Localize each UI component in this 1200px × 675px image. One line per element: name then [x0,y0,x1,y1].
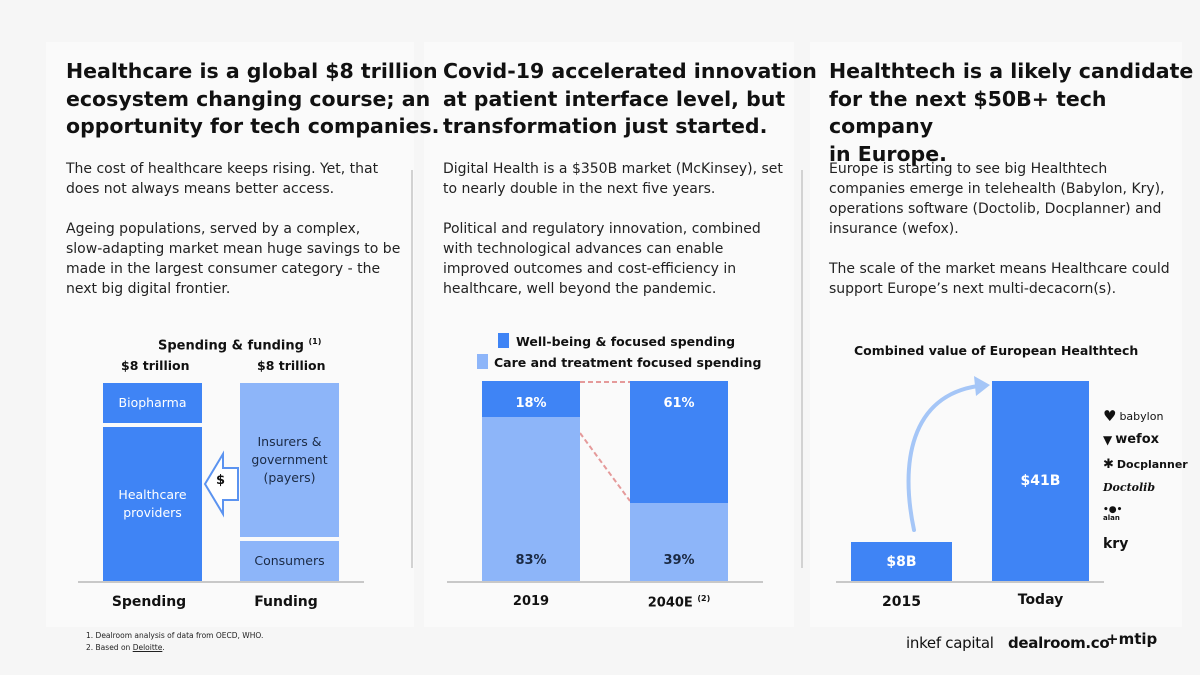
footnote-2-end: . [162,643,165,652]
category-2040e-sup: (2) [697,594,711,603]
deloitte-link[interactable]: Deloitte [132,643,163,652]
footnote-2: 2. Based on Deloitte. [86,643,165,652]
footnote-2-text: 2. Based on [86,643,133,652]
growth-arrow [906,376,990,532]
kry-name: kry [1103,536,1129,552]
money-flow-arrow [203,450,239,518]
docplanner-name: Docplanner [1116,458,1188,471]
legend-label-wellbeing: Well-being & focused spending [516,334,736,349]
funding-total-label: $8 trillion [257,358,326,373]
shield-icon: ▼ [1103,432,1113,447]
footnote-1: 1. Dealroom analysis of data from OECD, … [86,631,264,640]
column-1-heading: Healthcare is a global $8 trillion ecosy… [66,59,440,138]
column-2-paragraph-1: Digital Health is a $350B market (McKins… [443,161,783,197]
inkef-capital-logo: inkef capital [906,634,994,652]
column-2-heading: Covid-19 accelerated innovation at patie… [443,59,817,138]
column-2-paragraph-2: Political and regulatory innovation, com… [443,221,761,297]
kry-logo: kry [1103,536,1128,552]
healthcare-providers-block: Healthcare providers [103,427,202,581]
column-divider [801,170,803,568]
chart1-title: Spending & funding (1) [158,337,321,353]
babylon-name: babylon [1119,409,1164,423]
mtip-logo: +mtip [1106,630,1158,648]
spending-total-label: $8 trillion [121,358,190,373]
spending-category-label: Spending [111,594,187,610]
category-2019-text: 2019 [512,594,550,609]
care-label-2019: 83% [515,553,547,568]
wefox-logo: ▼ wefox [1103,432,1159,447]
alan-dots-icon: •●• [1103,505,1123,515]
chart1-title-text: Spending & funding [158,338,304,354]
doctolib-logo: Doctolib [1103,481,1155,494]
column-1-paragraph-2: Ageing populations, served by a complex,… [66,221,401,297]
chart2-shift-lines [580,381,630,502]
money-flow-label: $ [216,473,226,488]
doctolib-name: Doctolib [1103,481,1156,494]
chart1-title-sup: (1) [308,337,322,346]
alan-name: alan [1103,514,1120,522]
column-3-heading: Healthtech is a likely candidate for the… [829,59,1194,166]
legend-swatch-care [477,354,488,369]
category-2019-label: 2019 [482,594,580,609]
chart1-axis [78,581,364,583]
funding-category-label: Funding [254,594,318,610]
babylon-logo: ♥ babylon [1103,407,1163,425]
legend-swatch-wellbeing [498,333,509,348]
legend-label-care: Care and treatment focused spending [494,355,762,370]
asterisk-icon: ✱ [1103,457,1114,472]
bar-value-today: $41B [992,381,1089,581]
category-2015-label: 2015 [882,594,921,610]
wellbeing-label-2019: 18% [515,396,547,411]
column-1-paragraph-1: The cost of healthcare keeps rising. Yet… [66,161,379,197]
column-divider [411,170,413,568]
category-today-label: Today [1017,592,1064,608]
bar-care-2019 [482,417,580,581]
wefox-name: wefox [1115,432,1160,447]
chart2-axis [447,581,763,583]
consumers-block: Consumers [240,541,339,581]
biopharma-block: Biopharma [103,383,202,423]
column-3-paragraph-1: Europe is starting to see big Healthtech… [829,161,1165,237]
insurers-government-block: Insurers & government (payers) [240,383,339,537]
column-3-paragraph-2: The scale of the market means Healthcare… [829,261,1170,297]
chart3-axis [836,581,1104,583]
bar-value-2015: $8B [851,542,952,581]
docplanner-logo: ✱ Docplanner [1103,457,1188,472]
care-label-2040e: 39% [663,553,695,568]
heart-icon: ♥ [1103,407,1117,425]
bar-wellbeing-2019 [482,381,580,417]
wellbeing-label-2040e: 61% [663,396,695,411]
category-2040e-label: 2040E (2) [630,594,728,610]
category-2040e-text: 2040E [647,595,693,611]
dealroom-logo: dealroom.co [1008,634,1110,652]
alan-logo: •●• alan [1103,505,1123,523]
bar-care-2040e [630,503,728,581]
chart3-title: Combined value of European Healthtech [854,343,1139,358]
bar-wellbeing-2040e [630,381,728,503]
